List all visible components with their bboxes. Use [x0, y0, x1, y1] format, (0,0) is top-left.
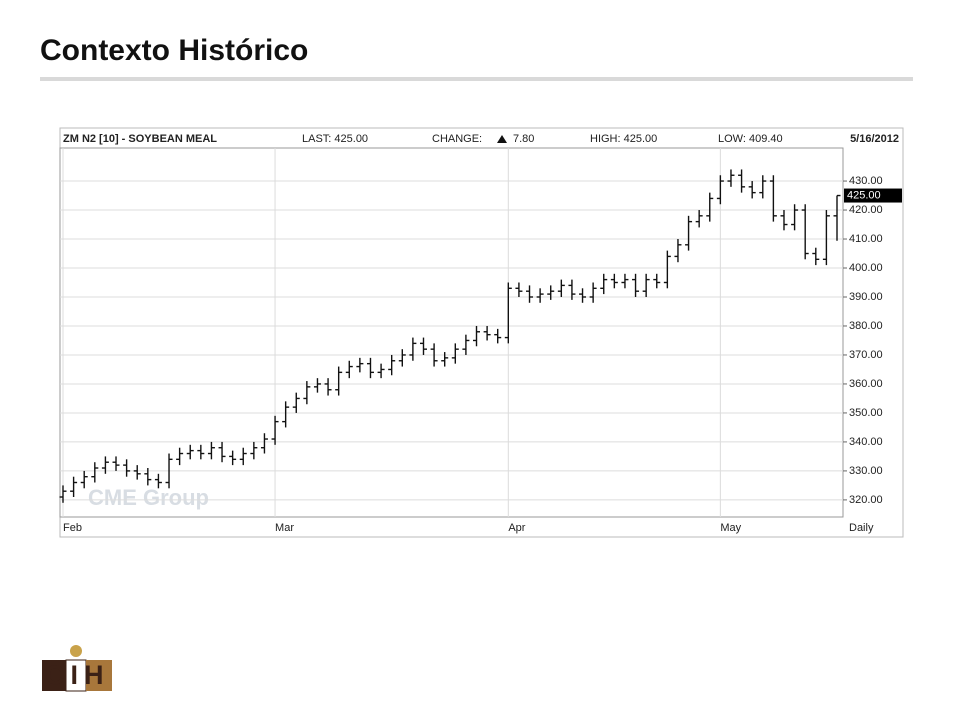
last-label: LAST: 425.00: [302, 133, 368, 145]
y-tick-label: 430.00: [849, 175, 883, 187]
change-value: 7.80: [513, 133, 534, 145]
y-tick-label: 380.00: [849, 320, 883, 332]
y-tick-label: 330.00: [849, 465, 883, 477]
logo-block: [86, 660, 112, 691]
x-tick-label: Apr: [508, 522, 525, 534]
y-tick-label: 370.00: [849, 349, 883, 361]
x-tick-label: Mar: [275, 522, 294, 534]
y-tick-label: 390.00: [849, 291, 883, 303]
last-price-box: [844, 188, 902, 203]
date-label: 5/16/2012: [850, 133, 899, 145]
logo: CIH: [42, 645, 112, 692]
slide-title: Contexto Histórico: [40, 34, 308, 67]
y-tick-label: 320.00: [849, 494, 883, 506]
period-label: Daily: [849, 522, 874, 534]
y-tick-label: 340.00: [849, 436, 883, 448]
y-tick-label: 420.00: [849, 204, 883, 216]
logo-block: [42, 660, 66, 691]
chart-title: ZM N2 [10] - SOYBEAN MEAL: [63, 133, 217, 145]
y-tick-label: 400.00: [849, 262, 883, 274]
high-label: HIGH: 425.00: [590, 133, 657, 145]
x-tick-label: Feb: [63, 522, 82, 534]
title-rule: [40, 77, 913, 81]
y-tick-label: 350.00: [849, 407, 883, 419]
logo-text: CIH: [45, 660, 110, 690]
y-tick-label: 410.00: [849, 233, 883, 245]
change-label: CHANGE:: [432, 133, 482, 145]
chart-frame: [59, 127, 904, 538]
plot-area: [59, 147, 844, 518]
last-price-label: 425.00: [847, 189, 881, 201]
logo-dot: [70, 645, 82, 657]
low-label: LOW: 409.40: [718, 133, 783, 145]
y-tick-label: 360.00: [849, 378, 883, 390]
watermark: CME Group: [88, 485, 209, 510]
x-tick-label: May: [720, 522, 741, 534]
change-arrow: [497, 135, 507, 143]
